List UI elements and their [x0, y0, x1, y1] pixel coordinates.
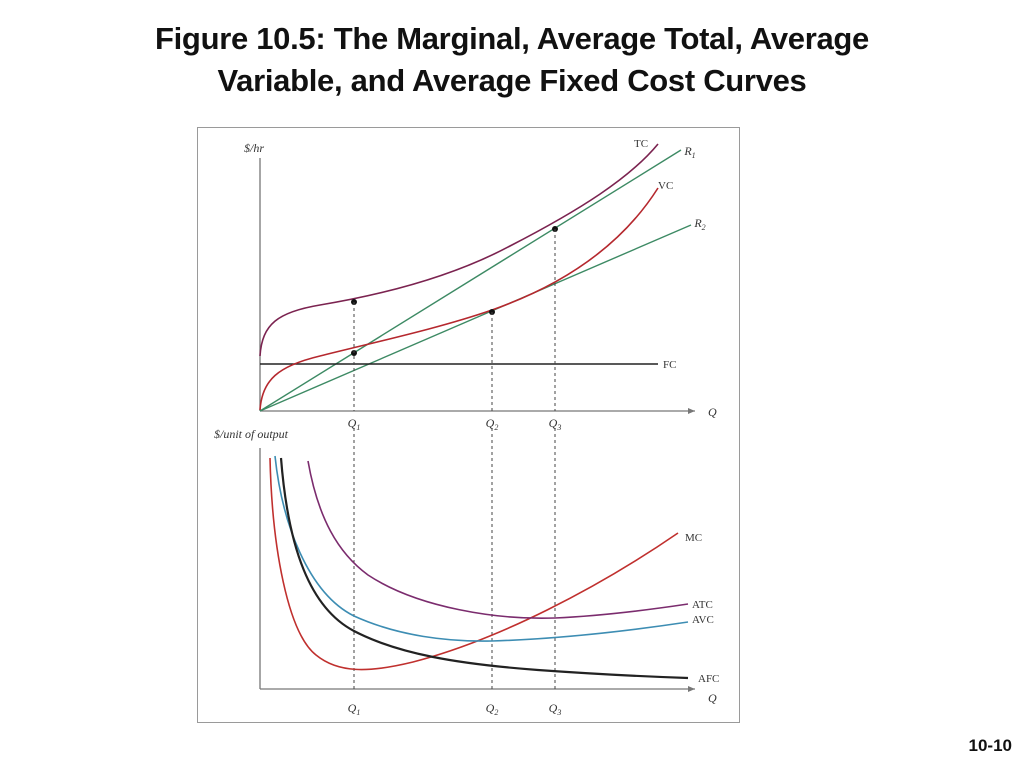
r2-label: R2	[693, 216, 705, 232]
slide-title-line-1: Figure 10.5: The Marginal, Average Total…	[154, 21, 869, 56]
top-q-label-1: Q1	[348, 416, 361, 432]
tc-label: TC	[634, 138, 648, 150]
bottom-q-label-3: Q3	[549, 701, 562, 717]
atc-label: ATC	[692, 599, 713, 611]
cost-curves-figure: $/hr Q TC R1 VC R2 FC Q1 Q2 Q3 $/unit of output Q MC…	[214, 138, 719, 717]
mc-curve	[269, 457, 679, 671]
slide-title-line-2: Variable, and Average Fixed Cost Curves	[217, 63, 807, 98]
top-q-label-3: Q3	[549, 416, 562, 432]
afc-label: AFC	[698, 673, 719, 685]
avc-label: AVC	[692, 614, 714, 626]
ray-r1-line	[259, 149, 682, 412]
slide-title: Figure 10.5: The Marginal, Average Total…	[40, 18, 984, 102]
top-q-label-2: Q2	[486, 416, 499, 432]
atc-curve	[307, 460, 689, 620]
bottom-x-axis-label: Q	[708, 691, 717, 705]
mc-label: MC	[685, 532, 702, 544]
ray-r2-line	[259, 224, 692, 412]
afc-curve	[279, 457, 689, 680]
vc-curve	[259, 187, 659, 411]
bottom-x-axis-arrow	[688, 686, 695, 692]
tc-curve	[259, 143, 659, 357]
vc-label: VC	[658, 180, 673, 192]
figure-panel: $/hr Q TC R1 VC R2 FC Q1 Q2 Q3 $/unit of output Q MC…	[197, 127, 740, 723]
top-y-axis-label: $/hr	[244, 141, 264, 155]
top-x-axis-arrow	[688, 408, 695, 414]
slide-number: 10-10	[968, 736, 1012, 755]
avc-curve	[274, 455, 689, 642]
r1-label: R1	[683, 144, 695, 160]
top-x-axis-label: Q	[708, 405, 717, 419]
bottom-y-axis-label: $/unit of output	[214, 427, 289, 441]
fc-label: FC	[663, 359, 676, 371]
bottom-q-label-2: Q2	[486, 701, 499, 717]
bottom-q-label-1: Q1	[348, 701, 361, 717]
